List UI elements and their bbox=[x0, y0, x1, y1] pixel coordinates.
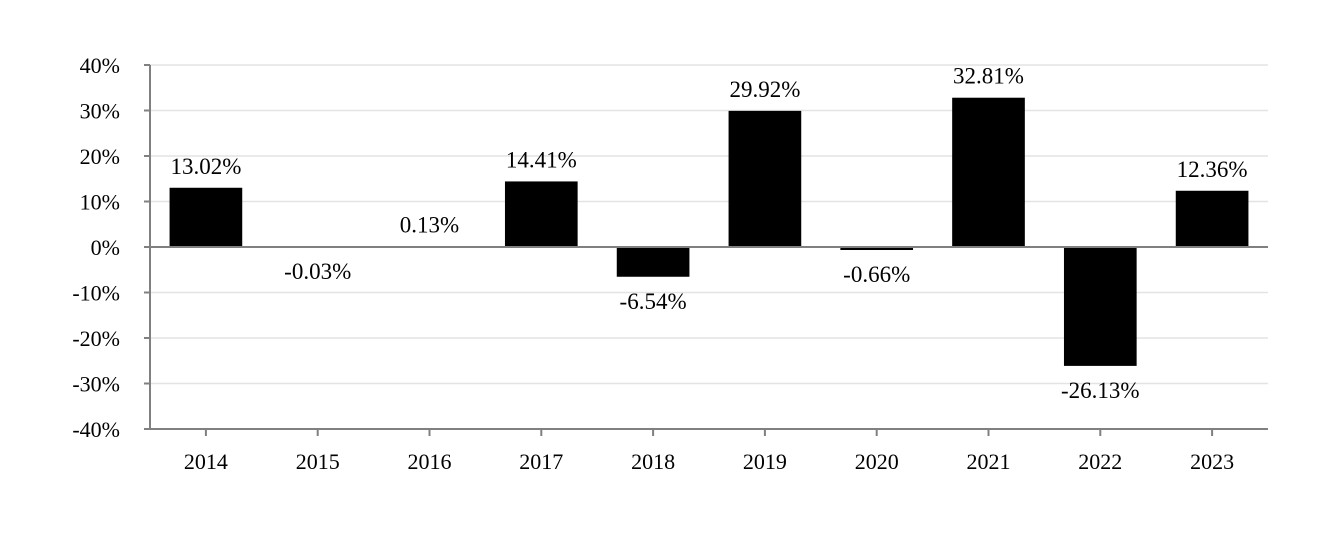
data-label-2021: 32.81% bbox=[953, 64, 1024, 89]
x-tick-labels: 2014 2015 2016 2017 2018 2019 2020 2021 2022 2023 bbox=[184, 449, 1234, 474]
bar-2023 bbox=[1175, 190, 1249, 247]
data-label-2018: -6.54% bbox=[620, 289, 687, 314]
bars bbox=[169, 97, 1249, 366]
y-tick-label: -10% bbox=[72, 281, 120, 306]
y-tick-label: -40% bbox=[72, 417, 120, 442]
x-tick-label-2019: 2019 bbox=[743, 449, 787, 474]
data-label-2014: 13.02% bbox=[170, 154, 241, 179]
data-label-2023: 12.36% bbox=[1177, 157, 1248, 182]
x-tick-label-2016: 2016 bbox=[408, 449, 452, 474]
data-label-2019: 29.92% bbox=[729, 77, 800, 102]
x-tick-label-2018: 2018 bbox=[631, 449, 675, 474]
data-label-2015: -0.03% bbox=[284, 259, 351, 284]
y-tick-label: -20% bbox=[72, 326, 120, 351]
x-tick-label-2021: 2021 bbox=[967, 449, 1011, 474]
data-label-2017: 14.41% bbox=[506, 147, 577, 172]
y-tick-label: 10% bbox=[80, 190, 120, 215]
y-tick-label: -30% bbox=[72, 372, 120, 397]
y-tick-label: 40% bbox=[80, 53, 120, 78]
data-label-2016: 0.13% bbox=[400, 212, 459, 237]
x-tick-label-2022: 2022 bbox=[1078, 449, 1122, 474]
data-label-2022: -26.13% bbox=[1061, 378, 1140, 403]
x-tick-label-2017: 2017 bbox=[519, 449, 563, 474]
y-tick-label: 0% bbox=[91, 235, 120, 260]
axes bbox=[144, 64, 1268, 436]
bar-2018 bbox=[616, 247, 690, 277]
gridlines bbox=[150, 64, 1268, 430]
bar-2017 bbox=[504, 181, 578, 247]
x-tick-label-2023: 2023 bbox=[1190, 449, 1234, 474]
x-tick-label-2014: 2014 bbox=[184, 449, 228, 474]
data-label-2020: -0.66% bbox=[843, 262, 910, 287]
bar-2021 bbox=[952, 97, 1025, 247]
bar-2020 bbox=[840, 247, 914, 251]
bar-2019 bbox=[728, 110, 802, 247]
y-tick-label: 30% bbox=[80, 99, 120, 124]
bar-2014 bbox=[169, 187, 243, 247]
x-tick-label-2020: 2020 bbox=[855, 449, 899, 474]
y-tick-label: 20% bbox=[80, 144, 120, 169]
x-tick-label-2015: 2015 bbox=[296, 449, 340, 474]
data-labels: 13.02% -0.03% 0.13% 14.41% -6.54% 29.92% -0.66… bbox=[170, 64, 1247, 403]
y-tick-labels: 40% 30% 20% 10% 0% -10% -20% -30% -40% bbox=[72, 53, 120, 442]
bar-2022 bbox=[1063, 247, 1137, 366]
